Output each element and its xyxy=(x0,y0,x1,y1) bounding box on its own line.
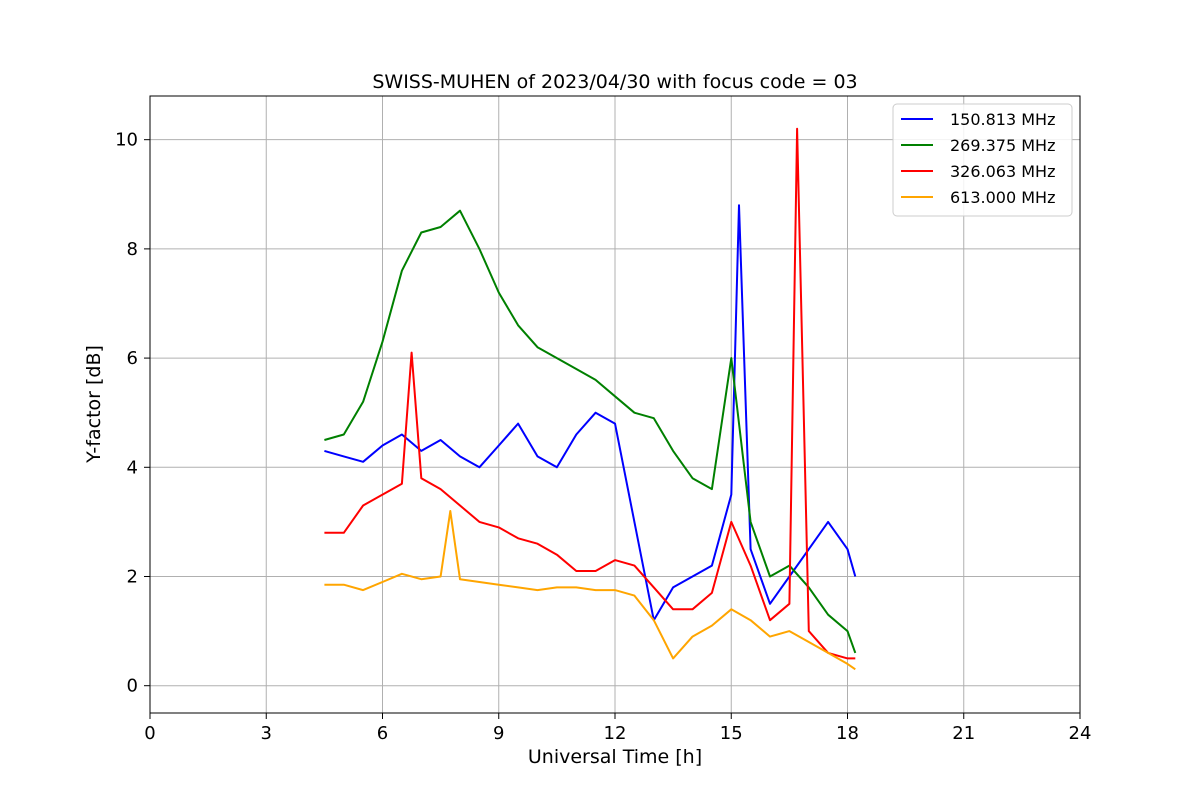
series-line-4 xyxy=(324,510,856,671)
y-tick-label: 4 xyxy=(127,457,138,478)
x-tick-label: 0 xyxy=(144,723,155,744)
y-tick-label: 2 xyxy=(127,566,138,587)
legend-label: 269.375 MHz xyxy=(950,136,1055,155)
legend-label: 613.000 MHz xyxy=(950,188,1055,207)
y-tick-label: 10 xyxy=(115,130,138,151)
legend-label: 326.063 MHz xyxy=(950,162,1055,181)
y-tick-label: 0 xyxy=(127,676,138,697)
x-tick-label: 9 xyxy=(493,723,504,744)
x-tick-label: 24 xyxy=(1069,723,1092,744)
x-tick-label: 21 xyxy=(952,723,975,744)
y-axis-label: Y-factor [dB] xyxy=(83,345,105,464)
x-axis-label: Universal Time [h] xyxy=(528,746,702,768)
x-tick-label: 3 xyxy=(261,723,272,744)
y-tick-label: 6 xyxy=(127,348,138,369)
series-line-3 xyxy=(324,127,856,660)
y-axis-ticks: 0 2 4 6 8 10 xyxy=(115,130,150,697)
x-axis-ticks: 0 3 6 9 12 15 18 21 24 xyxy=(144,713,1091,744)
x-tick-label: 6 xyxy=(377,723,388,744)
legend-box xyxy=(892,103,1073,217)
legend-label: 150.813 MHz xyxy=(950,110,1055,129)
x-tick-label: 15 xyxy=(720,723,743,744)
series-line-2 xyxy=(324,209,857,654)
legend: 150.813 MHz 269.375 MHz 326.063 MHz 613.000… xyxy=(892,103,1073,217)
series-lines xyxy=(324,127,857,671)
y-tick-label: 8 xyxy=(127,239,138,260)
x-tick-label: 18 xyxy=(836,723,859,744)
chart-title: SWISS-MUHEN of 2023/04/30 with focus cod… xyxy=(372,71,857,93)
x-tick-label: 12 xyxy=(604,723,627,744)
